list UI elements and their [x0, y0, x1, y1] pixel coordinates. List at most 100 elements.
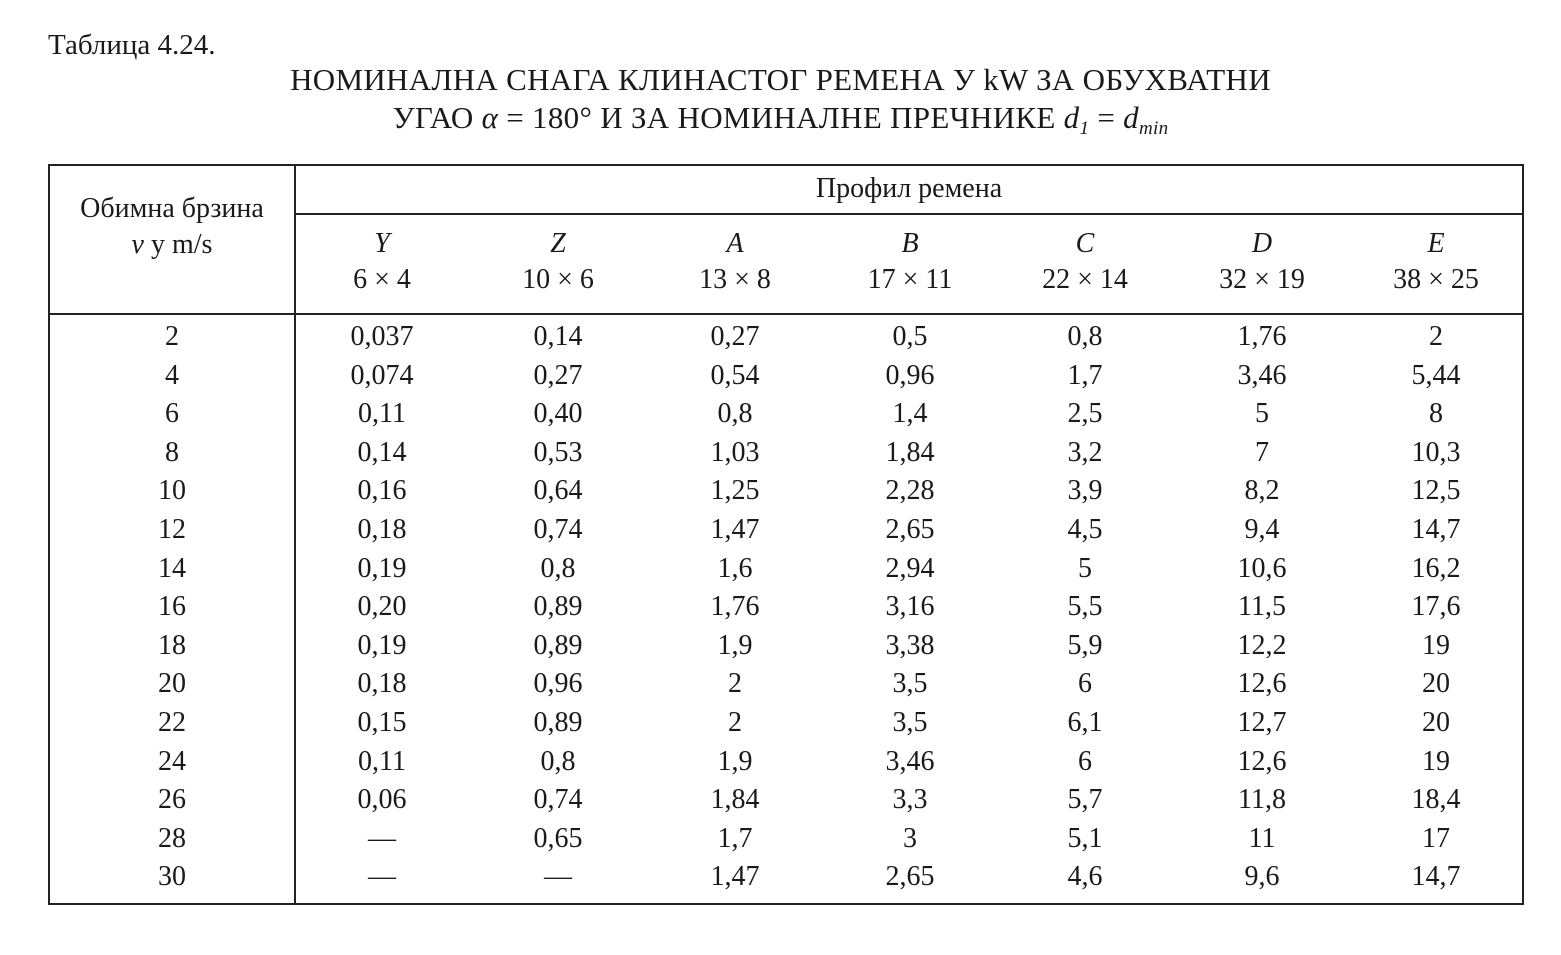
row-header-unit-text: у m/s: [143, 229, 213, 260]
column-header-y: Y 6 × 4: [302, 226, 462, 298]
column-header-e: E 38 × 25: [1356, 226, 1516, 298]
table-cell: 0,074: [350, 359, 414, 391]
column-header-a: A 13 × 8: [655, 226, 815, 298]
table-cell: 12,5: [1411, 475, 1461, 507]
profile-letter: D: [1251, 228, 1273, 259]
table-cell: 19: [1422, 629, 1450, 661]
table-cell: 1,76: [1237, 321, 1287, 352]
table-cell: 0,40: [533, 398, 583, 430]
profile-letter: Z: [550, 228, 566, 259]
table-cell: —: [368, 861, 396, 893]
table-cell: 2,94: [885, 552, 935, 584]
table-cell: 1,84: [710, 784, 760, 816]
table-cell: 5,5: [1067, 591, 1103, 623]
table-title-line-2: УГАО α = 180° И ЗА НОМИНАЛНЕ ПРЕЧНИКЕ d1…: [0, 100, 1561, 147]
table-cell: 11,8: [1238, 784, 1286, 816]
table-cell: 18,4: [1411, 784, 1461, 816]
table-cell: 0,89: [533, 629, 583, 661]
velocity-cell: 2: [165, 321, 179, 352]
table-cell: 1,47: [710, 514, 760, 545]
table-cell: 1,6: [717, 552, 753, 584]
table-cell: 12,6: [1237, 668, 1287, 700]
profile-size: 38 × 25: [1393, 264, 1479, 295]
table-cell: 0,74: [533, 784, 583, 816]
profile-size: 32 × 19: [1219, 264, 1305, 295]
table-cell: 0,8: [540, 745, 576, 777]
velocity-cell: 16: [158, 591, 186, 623]
table-cell: 12,2: [1237, 629, 1287, 661]
table-cell: 0,27: [710, 321, 760, 352]
table-cell: 0,8: [717, 398, 753, 430]
table-cell: 1,9: [717, 629, 753, 661]
row-header-label: Обимна брзина: [80, 193, 264, 224]
profile-size: 22 × 14: [1042, 264, 1128, 295]
velocity-symbol: v: [131, 229, 144, 260]
table-cell: 0,27: [533, 359, 583, 391]
table-cell: 0,18: [357, 668, 407, 700]
d-subscript-min: min: [1138, 118, 1169, 139]
table-cell: 0,18: [357, 514, 407, 545]
table-title-line-1: НОМИНАЛНА СНАГА КЛИНАСТОГ РЕМЕНА У kW ЗА…: [290, 62, 1271, 97]
velocity-cell: 4: [165, 359, 179, 391]
table-cell: 0,16: [357, 475, 407, 507]
table-cell: 10,6: [1237, 552, 1287, 584]
table-cell: 0,20: [357, 591, 407, 623]
group-header-divider: [296, 213, 1522, 215]
table-cell: —: [368, 822, 396, 854]
table-cell: 1,7: [717, 822, 753, 854]
table-cell: 20: [1422, 707, 1450, 738]
table-cell: 1,76: [710, 591, 760, 623]
d-subscript-1: 1: [1079, 118, 1090, 139]
velocity-cell: 30: [158, 861, 186, 893]
table-cell: 1,84: [885, 436, 935, 468]
table-cell: 19: [1422, 745, 1450, 777]
table-cell: 8: [1429, 398, 1443, 430]
table-cell: 3,2: [1067, 436, 1103, 468]
data-table: Обимна брзина v у m/s Профил ремена Y 6 ×…: [48, 164, 1524, 905]
table-cell: 5,7: [1067, 784, 1103, 816]
table-cell: 0,74: [533, 514, 583, 545]
table-cell: —: [544, 861, 572, 893]
table-cell: 0,89: [533, 591, 583, 623]
table-cell: 16,2: [1411, 552, 1461, 584]
table-cell: 3,46: [885, 745, 935, 777]
profile-letter: B: [901, 228, 919, 259]
table-cell: 0,11: [358, 745, 406, 777]
column-header-z: Z 10 × 6: [478, 226, 638, 298]
table-cell: 1,25: [710, 475, 760, 507]
velocity-cell: 10: [158, 475, 186, 507]
column-header-b: B 17 × 11: [830, 226, 990, 298]
table-cell: 11: [1248, 822, 1276, 854]
table-cell: 11,5: [1238, 591, 1286, 623]
table-cell: 20: [1422, 668, 1450, 700]
table-cell: 4,6: [1067, 861, 1103, 893]
column-header-c: C 22 × 14: [1005, 226, 1165, 298]
table-caption: Таблица 4.24.: [48, 29, 216, 61]
table-cell: 0,89: [533, 707, 583, 738]
profile-letter: E: [1427, 228, 1445, 259]
table-cell: 1,03: [710, 436, 760, 468]
velocity-cell: 28: [158, 822, 186, 854]
table-cell: 5: [1078, 552, 1092, 584]
table-cell: 0,037: [350, 321, 414, 352]
table-cell: 9,4: [1244, 514, 1280, 545]
table-cell: 3,5: [892, 707, 928, 738]
table-cell: 14,7: [1411, 861, 1461, 893]
table-cell: 2: [728, 668, 742, 700]
table-cell: 0,54: [710, 359, 760, 391]
table-cell: 0,11: [358, 398, 406, 430]
table-cell: 2,65: [885, 861, 935, 893]
table-cell: 1,9: [717, 745, 753, 777]
header-divider: [50, 313, 1522, 315]
table-cell: 3,38: [885, 629, 935, 661]
title-equals: =: [1089, 100, 1124, 135]
velocity-cell: 12: [158, 514, 186, 545]
table-cell: 0,19: [357, 552, 407, 584]
column-divider: [294, 166, 296, 903]
table-cell: 0,19: [357, 629, 407, 661]
table-cell: 6: [1078, 668, 1092, 700]
table-cell: 12,6: [1237, 745, 1287, 777]
title-mid: = 180° И ЗА НОМИНАЛНЕ ПРЕЧНИКЕ: [498, 100, 1064, 135]
table-cell: 8,2: [1244, 475, 1280, 507]
table-cell: 2: [728, 707, 742, 738]
